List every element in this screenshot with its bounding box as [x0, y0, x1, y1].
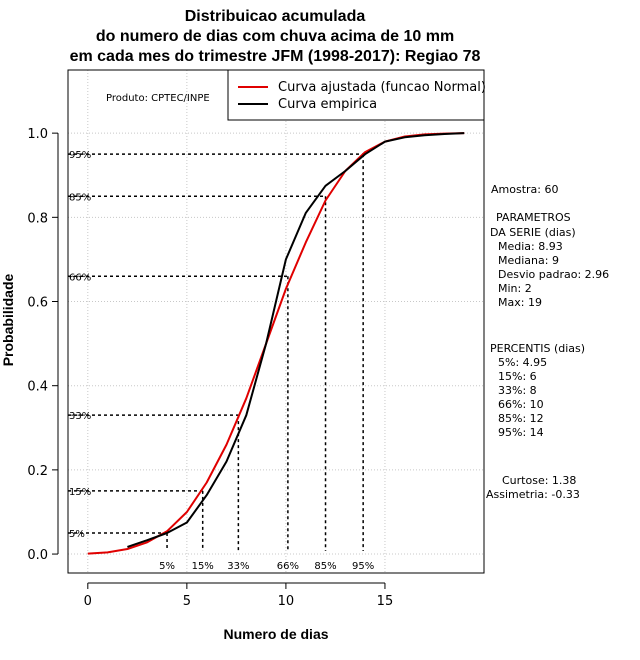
percentile-5: 5%: 4.95 [498, 356, 547, 369]
y-tick-label-3: 0.6 [27, 296, 48, 311]
parameters-title: PARAMETROS [496, 211, 571, 224]
percentile-33: 33%: 8 [498, 384, 537, 397]
skewness: Assimetria: -0.33 [486, 488, 580, 501]
percentile-label-left-5: 95% [69, 150, 91, 161]
param-median: Mediana: 9 [498, 254, 559, 267]
percentile-label-left-0: 5% [69, 529, 85, 540]
grid [68, 70, 484, 573]
param-mean: Media: 8.93 [498, 240, 563, 253]
param-max: Max: 19 [498, 296, 542, 309]
series-lines [87, 132, 465, 555]
y-tick-label-0: 0.0 [27, 548, 48, 563]
percentile-label-bottom-4: 85% [314, 561, 336, 572]
percentile-label-bottom-2: 33% [227, 561, 249, 572]
y-tick-label-4: 0.8 [27, 211, 48, 226]
chart-title-line-2: do numero de dias com chuva acima de 10 … [96, 28, 454, 45]
legend: Curva ajustada (funcao Normal) Curva emp… [227, 69, 486, 121]
legend-box [227, 69, 485, 121]
y-axis-title: Probabilidade [0, 274, 16, 367]
param-std: Desvio padrao: 2.96 [498, 268, 609, 281]
y-tick-label-2: 0.4 [27, 380, 48, 395]
percentile-label-left-1: 15% [69, 487, 91, 498]
percentile-label-left-3: 66% [69, 272, 91, 283]
series-line-fitted [87, 132, 465, 555]
legend-label-fitted: Curva ajustada (funcao Normal) [278, 80, 486, 95]
y-tick-label-1: 0.2 [27, 464, 48, 479]
percentile-label-bottom-0: 5% [159, 561, 175, 572]
sample-size: Amostra: 60 [491, 183, 558, 196]
legend-label-empirical: Curva empirica [278, 97, 377, 112]
percentile-95: 95%: 14 [498, 426, 544, 439]
credit-label: Produto: CPTEC/INPE [106, 93, 210, 104]
kurtosis: Curtose: 1.38 [502, 474, 576, 487]
chart-title-line-3: em cada mes do trimestre JFM (1998-2017)… [70, 48, 481, 65]
x-axis-title: Numero de dias [223, 626, 328, 642]
percentile-label-left-4: 85% [69, 192, 91, 203]
percentile-label-bottom-5: 95% [352, 561, 374, 572]
x-tick-label-3: 15 [377, 594, 394, 609]
percentile-66: 66%: 10 [498, 398, 544, 411]
chart-title-line-1: Distribuicao acumulada [185, 8, 366, 25]
plot-frame [67, 69, 485, 574]
y-tick-label-5: 1.0 [27, 127, 48, 142]
percentiles-title: PERCENTIS (dias) [490, 342, 585, 355]
percentile-label-left-2: 33% [69, 411, 91, 422]
parameters-subtitle: DA SERIE (dias) [490, 226, 576, 239]
x-tick-label-0: 0 [84, 594, 92, 609]
x-tick-label-2: 10 [278, 594, 295, 609]
percentile-guides: 5% 5% 15% 15% 33% 33% 66% 66% 85% 85% 95% 95% [68, 150, 374, 572]
series-line-empirical [127, 132, 465, 548]
x-tick-label-1: 5 [183, 594, 191, 609]
percentile-label-bottom-1: 15% [192, 561, 214, 572]
percentile-85: 85%: 12 [498, 412, 544, 425]
axes: 0 5 10 15 0.0 0.2 0.4 0.6 0.8 1.0 [27, 127, 393, 609]
percentile-15: 15%: 6 [498, 370, 537, 383]
param-min: Min: 2 [498, 282, 532, 295]
side-panel: Amostra: 60 PARAMETROS DA SERIE (dias) M… [486, 183, 609, 501]
percentile-label-bottom-3: 66% [277, 561, 299, 572]
